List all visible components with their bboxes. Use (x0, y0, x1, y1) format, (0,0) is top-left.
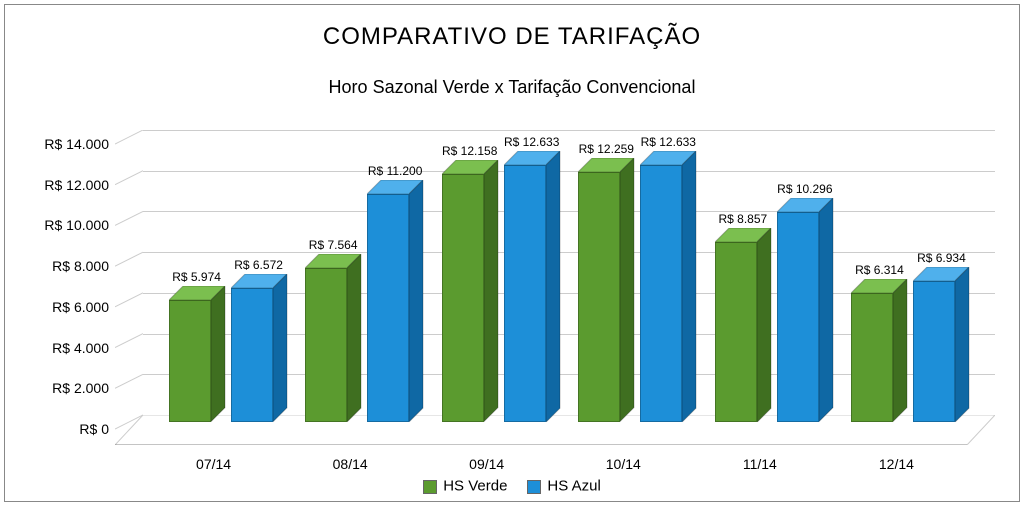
legend-swatch (527, 480, 541, 494)
bar (851, 293, 893, 422)
bar (231, 288, 273, 422)
bar (640, 165, 682, 422)
data-label: R$ 5.974 (172, 270, 221, 284)
data-label: R$ 6.572 (234, 258, 283, 272)
x-tick-label: 07/14 (196, 456, 231, 472)
legend-label: HS Verde (443, 478, 507, 495)
data-label: R$ 12.633 (641, 135, 696, 149)
chart-title: COMPARATIVO DE TARIFAÇÃO (5, 23, 1019, 51)
data-label: R$ 7.564 (309, 238, 358, 252)
data-label: R$ 12.259 (579, 142, 634, 156)
y-tick-label: R$ 0 (9, 421, 109, 437)
chart-container: COMPARATIVO DE TARIFAÇÃO Horo Sazonal Ve… (4, 4, 1020, 502)
data-label: R$ 12.158 (442, 144, 497, 158)
bar (305, 268, 347, 422)
x-tick-label: 09/14 (469, 456, 504, 472)
y-axis-labels: R$ 0 R$ 2.000 R$ 4.000 R$ 6.000 R$ 8.000 R$ 1… (5, 130, 109, 445)
chart-subtitle: Horo Sazonal Verde x Tarifação Convencio… (5, 77, 1019, 98)
legend-item: HS Verde (423, 477, 507, 495)
data-label: R$ 11.200 (368, 164, 423, 178)
data-label: R$ 6.934 (917, 251, 966, 265)
bar (578, 172, 620, 422)
y-tick-label: R$ 12.000 (9, 177, 109, 193)
x-tick-label: 12/14 (879, 456, 914, 472)
bar (442, 174, 484, 422)
legend-swatch (423, 480, 437, 494)
bar (504, 165, 546, 422)
x-axis-labels: 07/14 08/14 09/14 10/14 11/14 12/14 (115, 450, 995, 474)
bar (367, 194, 409, 422)
legend-label: HS Azul (547, 478, 600, 495)
y-tick-label: R$ 10.000 (9, 217, 109, 233)
data-label: R$ 6.314 (855, 263, 904, 277)
x-tick-label: 11/14 (743, 456, 777, 472)
y-tick-label: R$ 8.000 (9, 258, 109, 274)
bar (169, 300, 211, 422)
data-label: R$ 12.633 (504, 135, 559, 149)
x-tick-label: 10/14 (606, 456, 641, 472)
bar (715, 242, 757, 422)
plot-area: R$ 0R$ 2.000R$ 4.000R$ 6.000R$ 8.000R$ 1… (115, 130, 995, 445)
x-tick-label: 08/14 (333, 456, 368, 472)
y-tick-label: R$ 14.000 (9, 136, 109, 152)
y-tick-label: R$ 6.000 (9, 299, 109, 315)
bar (777, 212, 819, 422)
legend-item: HS Azul (527, 477, 600, 495)
y-tick-label: R$ 2.000 (9, 380, 109, 396)
data-label: R$ 10.296 (777, 182, 832, 196)
y-tick-label: R$ 4.000 (9, 340, 109, 356)
legend: HS Verde HS Azul (5, 477, 1019, 495)
bar (913, 281, 955, 422)
data-label: R$ 8.857 (718, 212, 767, 226)
bars-layer: R$ 5.974 R$ 6.572 R$ 7.564 R$ 11.200 R$ 12.1… (115, 130, 995, 445)
